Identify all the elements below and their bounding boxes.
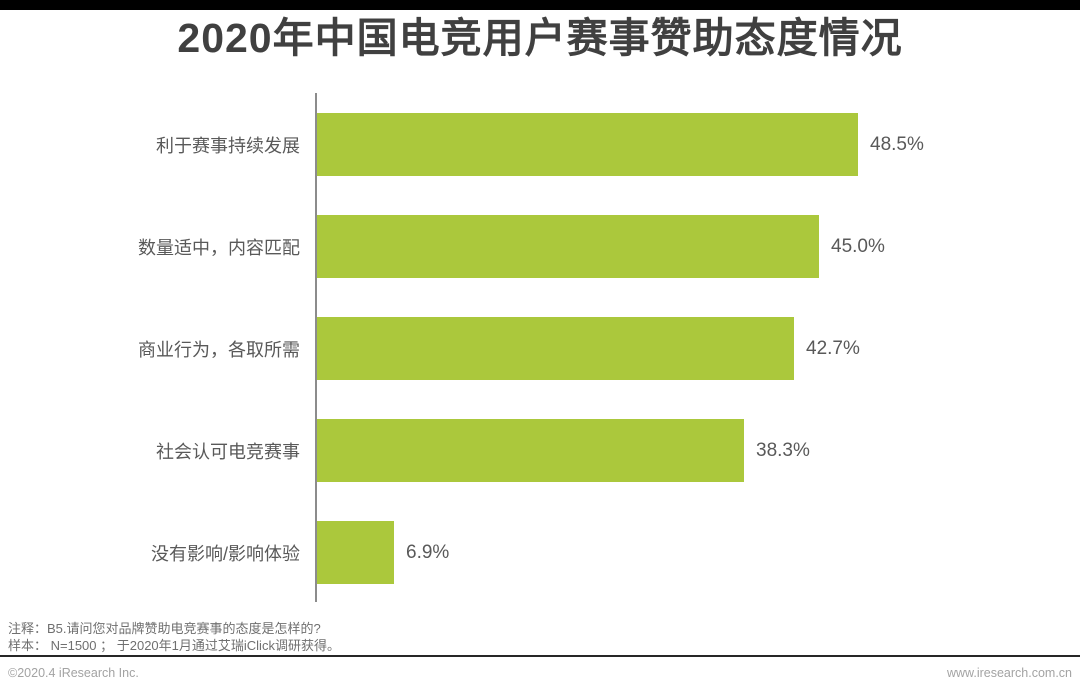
note-line-2: 样本： N=1500 ； 于2020年1月通过艾瑞iClick调研获得。 [8,638,340,653]
copyright-text: ©2020.4 iResearch Inc. [8,666,139,680]
y-axis-line [315,93,317,602]
bar-row: 商业行为，各取所需 42.7% [0,317,1080,380]
footer: ©2020.4 iResearch Inc. www.iresearch.com… [8,666,1072,680]
bar-row: 社会认可电竞赛事 38.3% [0,419,1080,482]
top-border [0,0,1080,10]
footnotes: 注释：B5.请问您对品牌赞助电竞赛事的态度是怎样的? 样本： N=1500 ； … [8,620,340,654]
bar [317,419,744,482]
category-label: 社会认可电竞赛事 [156,441,300,462]
website-url: www.iresearch.com.cn [946,666,1072,680]
category-label: 数量适中，内容匹配 [138,237,300,258]
bar-row: 数量适中，内容匹配 45.0% [0,215,1080,278]
footer-divider [0,655,1080,657]
value-label: 45.0% [831,235,885,257]
category-label: 利于赛事持续发展 [156,135,300,156]
bar-row: 利于赛事持续发展 48.5% [0,113,1080,176]
chart-title: 2020年中国电竞用户赛事赞助态度情况 [177,15,903,61]
bar [317,317,794,380]
value-label: 6.9% [406,541,450,563]
category-label: 商业行为，各取所需 [138,339,300,360]
bar [317,215,819,278]
bar [317,113,858,176]
bar-chart: 利于赛事持续发展 48.5% 数量适中，内容匹配 45.0% 商业行为，各取所需… [0,113,1080,584]
value-label: 42.7% [806,337,860,359]
bar [317,521,394,584]
bar-row: 没有影响/影响体验 6.9% [0,521,1080,584]
value-label: 38.3% [756,439,810,461]
value-label: 48.5% [870,133,924,155]
note-line-1: 注释：B5.请问您对品牌赞助电竞赛事的态度是怎样的? [8,621,321,636]
category-label: 没有影响/影响体验 [150,543,300,564]
